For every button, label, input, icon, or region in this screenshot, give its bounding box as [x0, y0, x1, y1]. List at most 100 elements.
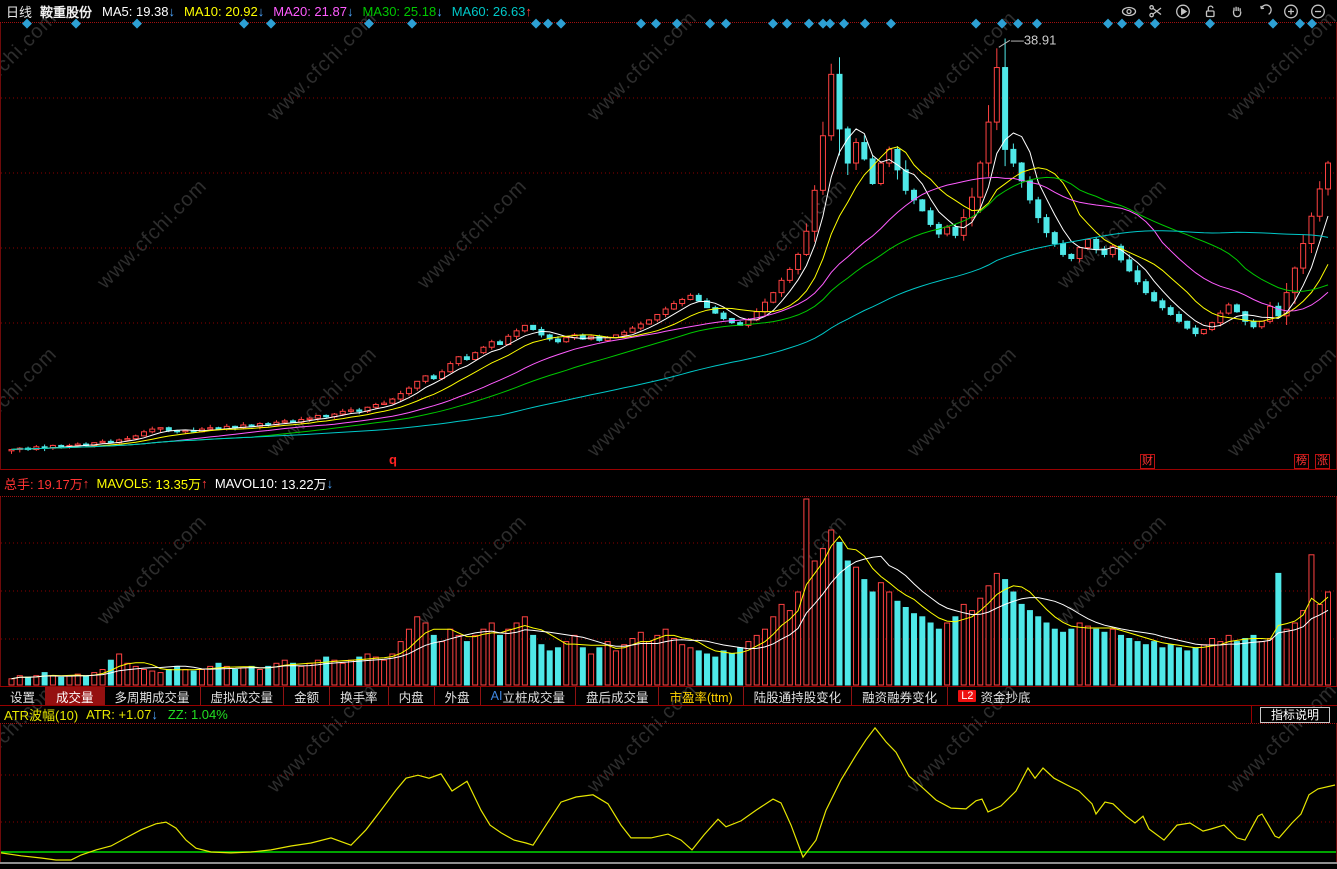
tab-盘后成交量[interactable]: 盘后成交量	[574, 687, 659, 705]
event-diamond-icon[interactable]: ◆	[239, 15, 249, 30]
event-diamond-icon[interactable]: ◆	[825, 15, 835, 30]
tab-换手率[interactable]: 换手率	[329, 687, 388, 705]
zz-label: ZZ:	[167, 707, 188, 722]
tab-金额[interactable]: 金额	[283, 687, 329, 705]
event-diamond-icon[interactable]: ◆	[672, 15, 682, 30]
window-bottom-edge	[0, 862, 1337, 869]
event-diamond-icon[interactable]: ◆	[636, 15, 646, 30]
event-diamond-icon[interactable]: ◆	[531, 15, 541, 30]
up-arrow-icon: ↑	[525, 3, 532, 19]
atr-value: +1.07	[118, 707, 152, 722]
up-arrow-icon: ↑	[82, 475, 90, 491]
event-diamond-icon[interactable]: ◆	[705, 15, 715, 30]
indicator-help-wrap: 指标说明	[1250, 706, 1333, 723]
down-arrow-icon: ↓	[168, 3, 176, 19]
atr-label: ATR:	[86, 707, 115, 722]
cai-news-marker[interactable]: 财	[1140, 454, 1155, 469]
event-diamond-icon[interactable]: ◆	[1205, 15, 1215, 30]
tab-多周期成交量[interactable]: 多周期成交量	[103, 687, 200, 705]
mavol10-value: 13.22万	[281, 476, 327, 492]
l2-badge: L2	[958, 690, 977, 702]
down-arrow-icon: ↓	[346, 3, 354, 19]
mavol5-label: MAVOL5:	[96, 475, 152, 491]
toolbar: 日线 鞍重股份 MA5: 19.38↓ MA10: 20.92↓ MA20: 21.…	[0, 0, 1337, 23]
event-diamond-icon[interactable]: ◆	[997, 15, 1007, 30]
total-volume-label: 总手:	[4, 476, 34, 492]
ma-value: MA5: 19.38↓	[102, 3, 176, 19]
event-diamond-icon[interactable]: ◆	[1150, 15, 1160, 30]
atr-indicator-title: ATR波幅(10)	[4, 708, 79, 723]
event-diamond-icon[interactable]: ◆	[556, 15, 566, 30]
up-arrow-icon: ↑	[201, 475, 208, 491]
event-diamond-icon[interactable]: ◆	[364, 15, 374, 30]
period-selector[interactable]: 日线	[6, 4, 33, 20]
volume-header: 总手: 19.17万 ↑ MAVOL5: 13.35万 ↑ MAVOL10: 1…	[0, 470, 1337, 497]
tab-市盈率(ttm)[interactable]: 市盈率(ttm)	[658, 687, 742, 705]
volume-chart[interactable]	[0, 497, 1337, 686]
event-diamond-icon[interactable]: ◆	[804, 15, 814, 30]
undo-icon[interactable]	[1255, 3, 1273, 20]
tab-陆股通持股变化[interactable]: 陆股通持股变化	[742, 687, 852, 705]
event-diamond-icon[interactable]: ◆	[782, 15, 792, 30]
atr-chart[interactable]	[0, 724, 1337, 862]
q-event-marker[interactable]: q	[389, 452, 397, 467]
indicator-help-button[interactable]: 指标说明	[1259, 706, 1330, 723]
main-price-chart[interactable]: —38.91 q 财 榜 涨	[0, 23, 1337, 470]
tab-内盘[interactable]: 内盘	[387, 687, 434, 705]
event-diamond-icon[interactable]: ◆	[768, 15, 778, 30]
indicator-tabbar: 设置 成交量 多周期成交量 虚拟成交量 金额 换手率 内盘 外盘 AI 立桩成交量 盘后成交量 市盈率…	[0, 686, 1337, 706]
event-diamond-icon[interactable]: ◆	[651, 15, 661, 30]
event-diamond-icon[interactable]: ◆	[1295, 15, 1305, 30]
event-diamond-icon[interactable]: ◆	[407, 15, 417, 30]
tab-资金抄底[interactable]: L2 资金抄底	[947, 687, 1040, 705]
tab-设置[interactable]: 设置	[10, 690, 36, 705]
stock-name: 鞍重股份	[40, 4, 93, 20]
ma-value: MA10: 20.92↓	[184, 3, 265, 19]
down-arrow-icon: ↓	[326, 475, 334, 491]
ma-value: MA60: 26.63↑	[451, 3, 532, 19]
event-diamond-icon[interactable]: ◆	[132, 15, 142, 30]
zz-value: 1.04%	[190, 707, 228, 722]
event-diamond-icon[interactable]: ◆	[71, 15, 81, 30]
event-diamond-icon[interactable]: ◆	[886, 15, 896, 30]
tab-AI立桩成交量[interactable]: AI 立桩成交量	[479, 687, 575, 705]
ma-values: MA5: 19.38↓ MA10: 20.92↓ MA20: 21.87↓ MA30:…	[102, 4, 541, 19]
event-diamond-icon[interactable]: ◆	[1134, 15, 1144, 30]
scissors-icon[interactable]	[1147, 3, 1165, 20]
event-diamond-icon[interactable]: ◆	[839, 15, 849, 30]
ma-value: MA30: 25.18↓	[362, 3, 443, 19]
tab-成交量[interactable]: 成交量	[45, 687, 104, 705]
lock-icon[interactable]	[1201, 3, 1219, 20]
down-arrow-icon: ↓	[436, 3, 443, 19]
event-diamond-icon[interactable]: ◆	[1268, 15, 1278, 30]
tab-融资融券变化[interactable]: 融资融券变化	[851, 687, 947, 705]
event-diamond-icon[interactable]: ◆	[543, 15, 553, 30]
bang-news-marker[interactable]: 榜	[1294, 454, 1309, 469]
zoom-in-icon[interactable]	[1282, 3, 1300, 20]
event-diamond-icon[interactable]: ◆	[1307, 15, 1317, 30]
event-diamond-icon[interactable]: ◆	[818, 15, 828, 30]
event-diamond-icon[interactable]: ◆	[1032, 15, 1042, 30]
eye-icon[interactable]	[1120, 3, 1138, 20]
down-arrow-icon: ↓	[257, 3, 265, 19]
event-diamond-icon[interactable]: ◆	[860, 15, 870, 30]
event-diamond-icon[interactable]: ◆	[971, 15, 981, 30]
zoom-out-icon[interactable]	[1309, 3, 1327, 20]
total-volume-value: 19.17万	[37, 476, 83, 492]
ma-value: MA20: 21.87↓	[273, 3, 354, 19]
tab-外盘[interactable]: 外盘	[433, 687, 480, 705]
event-diamond-icon[interactable]: ◆	[1117, 15, 1127, 30]
tab-虚拟成交量[interactable]: 虚拟成交量	[199, 687, 284, 705]
toolbar-icons	[1120, 3, 1331, 20]
event-diamond-icon[interactable]: ◆	[266, 15, 276, 30]
hand-icon[interactable]	[1228, 3, 1246, 20]
peak-price-annotation: —38.91	[1011, 32, 1057, 47]
zhang-news-marker[interactable]: 涨	[1315, 454, 1330, 469]
event-diamond-icon[interactable]: ◆	[1103, 15, 1113, 30]
event-diamond-icon[interactable]: ◆	[22, 15, 32, 30]
play-icon[interactable]	[1174, 3, 1192, 20]
event-diamond-icon[interactable]: ◆	[721, 15, 731, 30]
atr-header: ATR波幅(10) ATR: +1.07 ↓ ZZ: 1.04% 指标说明	[0, 706, 1337, 724]
event-diamond-icon[interactable]: ◆	[1013, 15, 1023, 30]
